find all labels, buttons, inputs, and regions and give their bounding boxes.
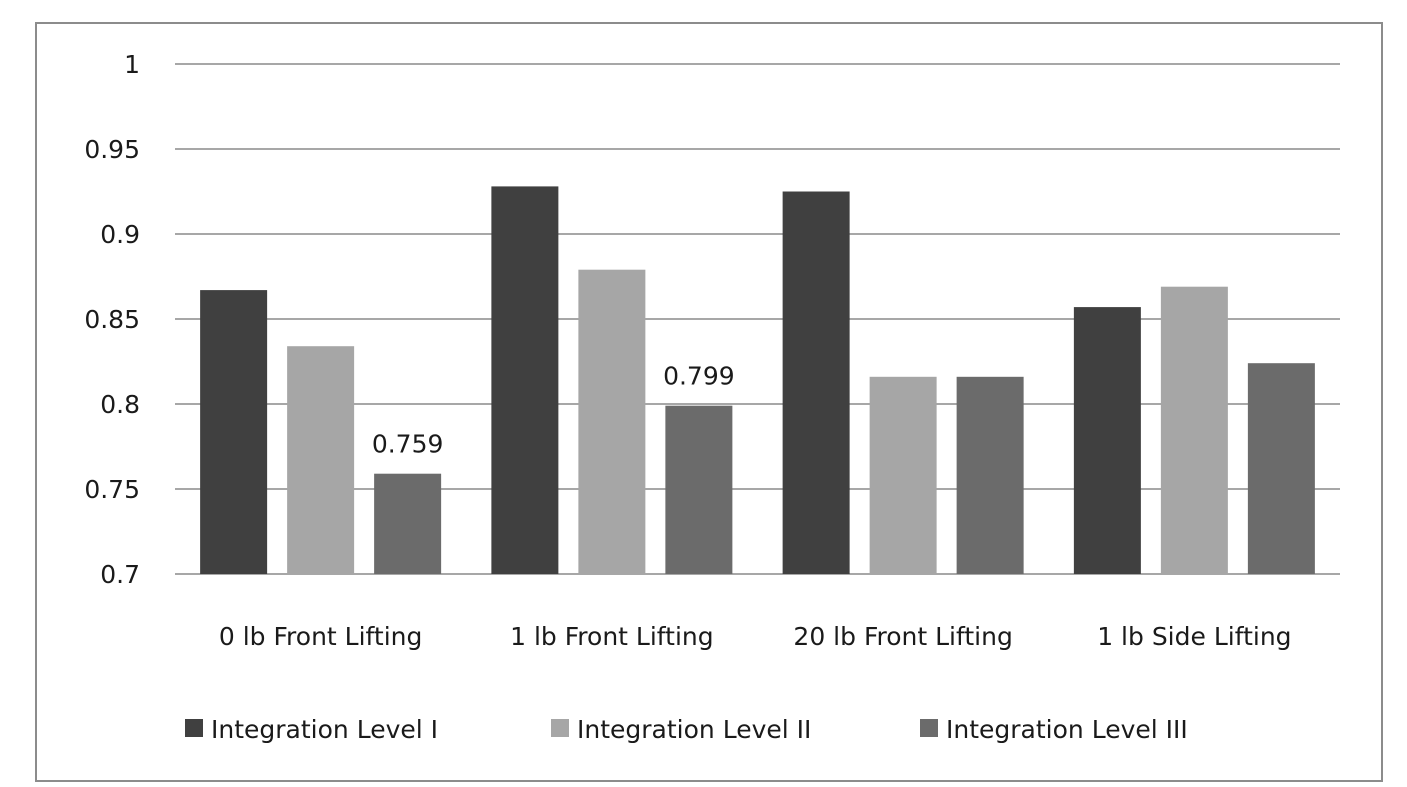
legend-label: Integration Level III: [946, 715, 1188, 744]
legend-swatch: [920, 719, 938, 737]
bar-series-3-category-4: [1247, 363, 1315, 574]
y-tick-label: 0.85: [84, 305, 140, 334]
bar-series-3-category-1: [374, 473, 442, 574]
y-axis-tick-labels: 0.7 0.75 0.8 0.85 0.9 0.95 1: [84, 50, 140, 589]
bars: [200, 186, 1315, 574]
bar-series-1-category-2: [491, 186, 559, 574]
bar-series-1-category-1: [200, 290, 268, 574]
data-label: 0.759: [372, 430, 444, 459]
y-tick-label: 0.95: [84, 135, 140, 164]
y-tick-label: 0.9: [100, 220, 140, 249]
bar-series-3-category-2: [665, 405, 733, 574]
data-labels: 0.759 0.799: [372, 362, 735, 459]
y-tick-label: 0.8: [100, 390, 140, 419]
x-axis-category-labels: 0 lb Front Lifting 1 lb Front Lifting 20 l…: [219, 622, 1292, 651]
y-tick-label: 0.7: [100, 560, 140, 589]
x-category-label: 1 lb Front Lifting: [510, 622, 714, 651]
bar-series-1-category-3: [782, 191, 850, 574]
legend-swatch: [185, 719, 203, 737]
bar-series-2-category-3: [869, 376, 937, 574]
x-category-label: 0 lb Front Lifting: [219, 622, 423, 651]
x-category-label: 1 lb Side Lifting: [1097, 622, 1291, 651]
bar-series-3-category-3: [956, 376, 1024, 574]
legend: Integration Level I Integration Level II I…: [185, 715, 1188, 744]
y-tick-label: 1: [124, 50, 140, 79]
bar-series-2-category-2: [578, 269, 646, 574]
legend-label: Integration Level II: [577, 715, 811, 744]
x-category-label: 20 lb Front Lifting: [793, 622, 1012, 651]
gridlines: [175, 63, 1340, 575]
y-tick-label: 0.75: [84, 475, 140, 504]
data-label: 0.799: [663, 362, 735, 391]
legend-label: Integration Level I: [211, 715, 438, 744]
bar-series-1-category-4: [1073, 307, 1141, 574]
bar-series-2-category-1: [287, 346, 355, 574]
legend-swatch: [551, 719, 569, 737]
bar-series-2-category-4: [1160, 286, 1228, 574]
